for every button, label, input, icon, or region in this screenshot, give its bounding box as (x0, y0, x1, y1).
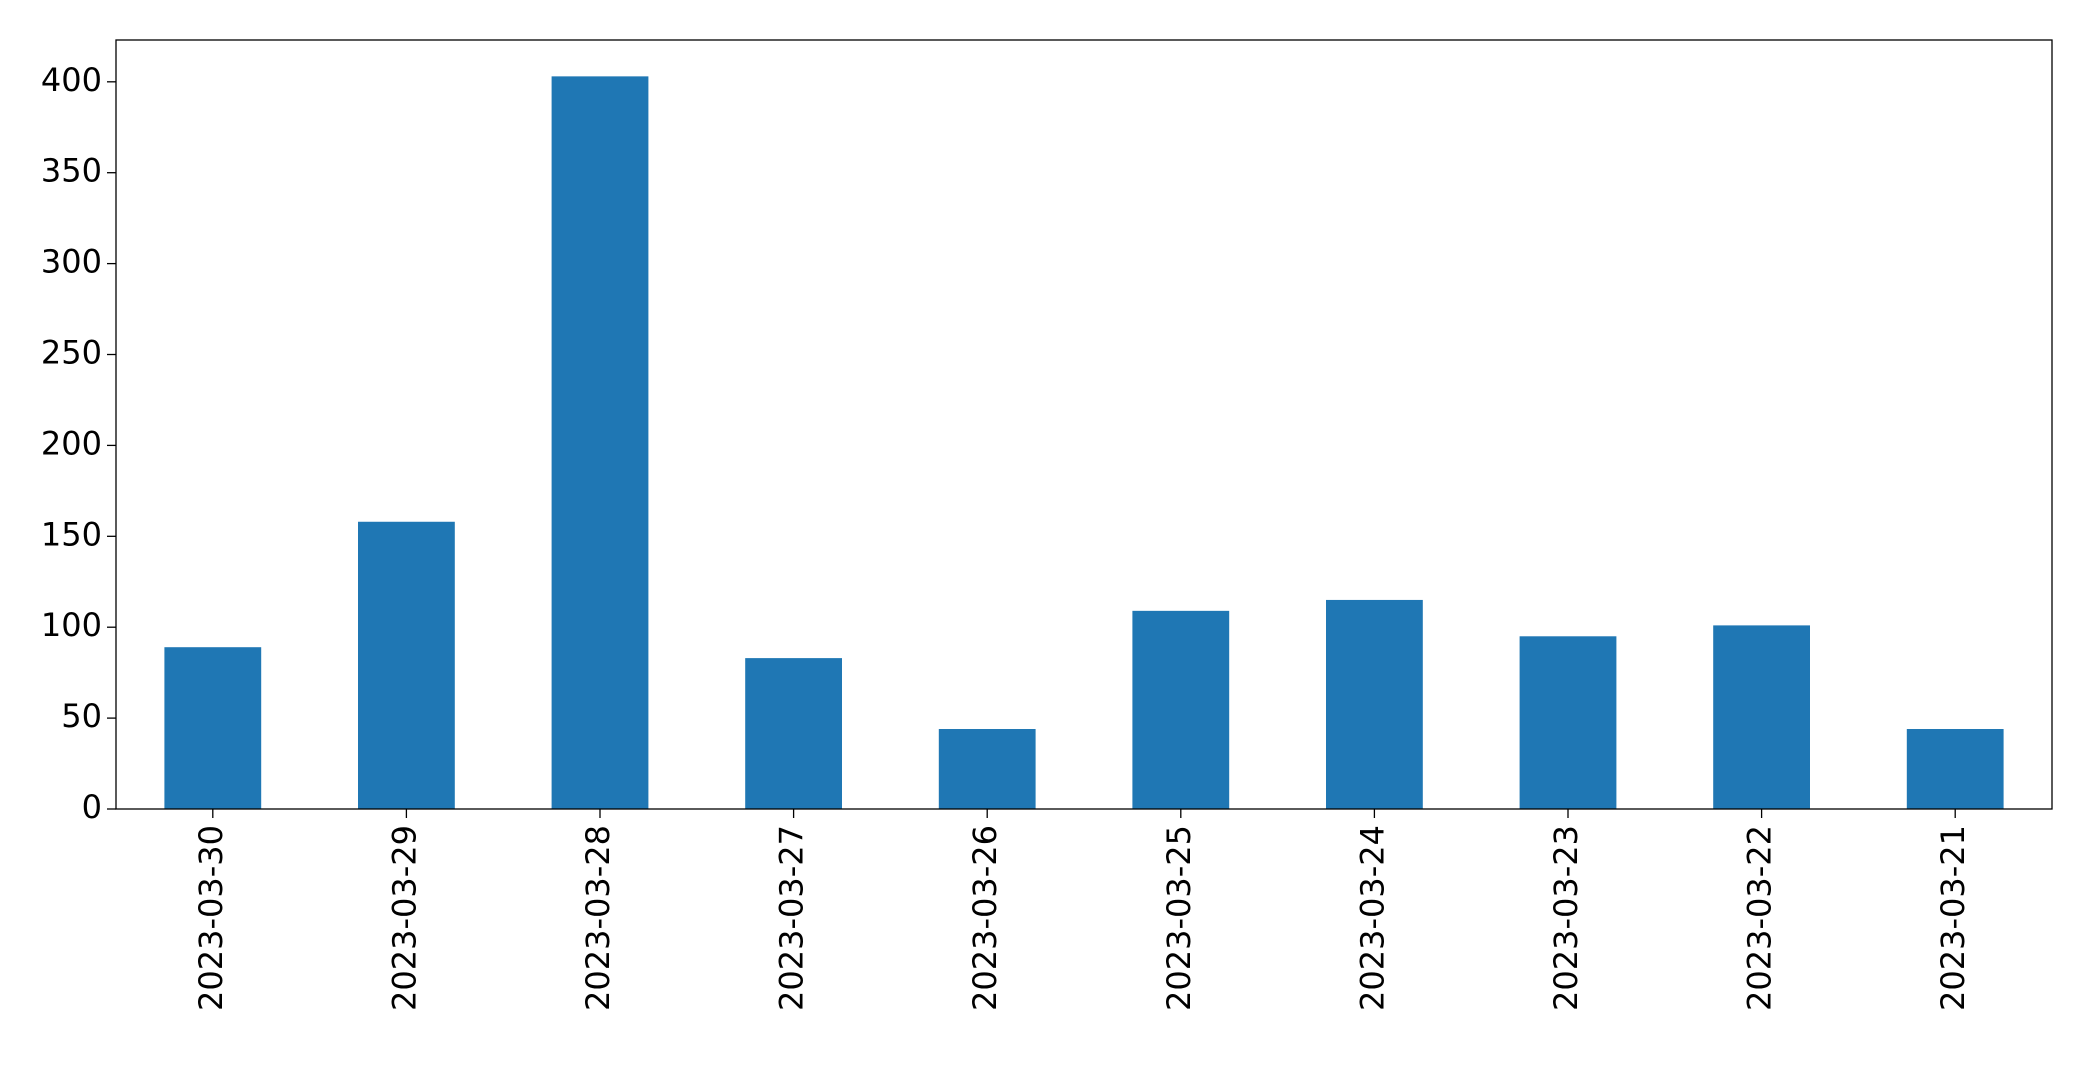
y-tick-label: 350 (41, 152, 102, 190)
bar (551, 76, 649, 810)
x-tick-label: 2023-03-28 (579, 825, 617, 1011)
x-tick-label: 2023-03-25 (1160, 825, 1198, 1011)
bar (1713, 625, 1810, 809)
bar (1906, 729, 2004, 809)
y-tick-label: 250 (41, 334, 102, 372)
y-tick-label: 50 (61, 697, 102, 735)
x-tick-label: 2023-03-24 (1353, 825, 1391, 1011)
x-tick-label: 2023-03-23 (1547, 825, 1585, 1011)
x-tick-label: 2023-03-22 (1741, 825, 1779, 1011)
bar (1132, 610, 1230, 809)
y-tick-label: 300 (41, 243, 102, 281)
bar (938, 729, 1036, 809)
bar (745, 658, 842, 809)
bar (358, 521, 455, 809)
y-tick-label: 200 (41, 424, 102, 462)
bar (164, 647, 262, 809)
plot-frame (115, 39, 2053, 810)
y-tick-label: 0 (82, 788, 102, 826)
x-tick-label: 2023-03-27 (773, 825, 811, 1011)
y-tick-label: 150 (41, 515, 102, 553)
bar (1326, 599, 1423, 809)
bar (1519, 636, 1617, 809)
x-tick-label: 2023-03-30 (192, 825, 230, 1011)
x-tick-label: 2023-03-29 (385, 825, 423, 1011)
x-tick-label: 2023-03-21 (1934, 825, 1972, 1011)
x-tick-label: 2023-03-26 (966, 825, 1004, 1011)
y-tick-label: 400 (41, 61, 102, 99)
y-tick-label: 100 (41, 606, 102, 644)
